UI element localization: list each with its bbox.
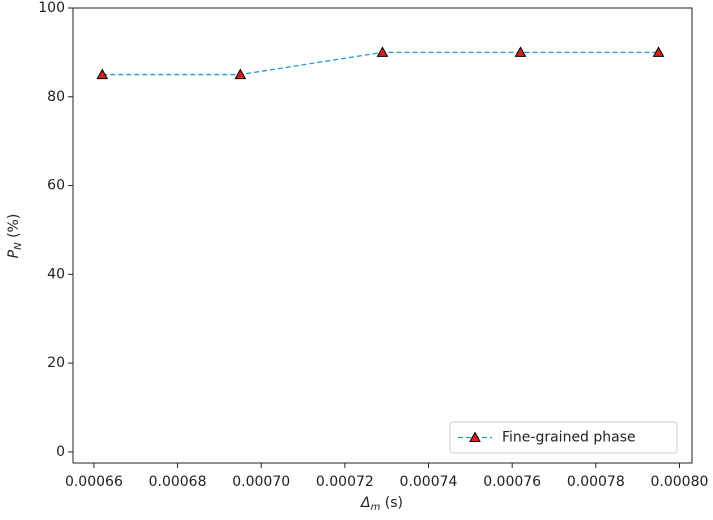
- marker: [234, 68, 247, 80]
- x-tick-label: 0.00078: [567, 474, 625, 490]
- y-tick-label: 40: [47, 266, 65, 282]
- legend-label: Fine-grained phase: [502, 430, 636, 446]
- y-tick-label: 0: [56, 444, 65, 460]
- y-tick-label: 100: [38, 0, 65, 16]
- x-axis-label: Δm (s): [360, 495, 403, 513]
- marker: [96, 68, 109, 80]
- marker: [514, 46, 527, 57]
- x-tick-label: 0.00074: [400, 474, 458, 490]
- legend-marker: [469, 431, 481, 442]
- y-label-unit: (%): [6, 214, 22, 238]
- x-tick-label: 0.00068: [149, 474, 207, 490]
- y-tick-label: 60: [47, 178, 65, 194]
- x-tick-label: 0.00080: [650, 474, 708, 490]
- x-tick-label: 0.00066: [65, 474, 123, 490]
- y-tick-label: 20: [47, 355, 65, 371]
- legend-box: [449, 421, 678, 454]
- x-label-symbol: Δ: [360, 495, 371, 511]
- y-label-subscript: N: [13, 242, 24, 250]
- x-tick-label: 0.00076: [483, 474, 541, 490]
- y-tick-label: 80: [47, 89, 65, 105]
- x-tick-label: 0.00072: [316, 474, 374, 490]
- x-label-unit: (s): [385, 495, 403, 511]
- marker: [376, 46, 389, 57]
- marker: [652, 46, 665, 57]
- x-label-subscript: m: [371, 502, 381, 513]
- x-tick-label: 0.00070: [232, 474, 290, 490]
- plot-frame: [72, 7, 693, 464]
- y-axis-label: PN (%): [6, 214, 24, 259]
- y-label-symbol: P: [6, 249, 22, 258]
